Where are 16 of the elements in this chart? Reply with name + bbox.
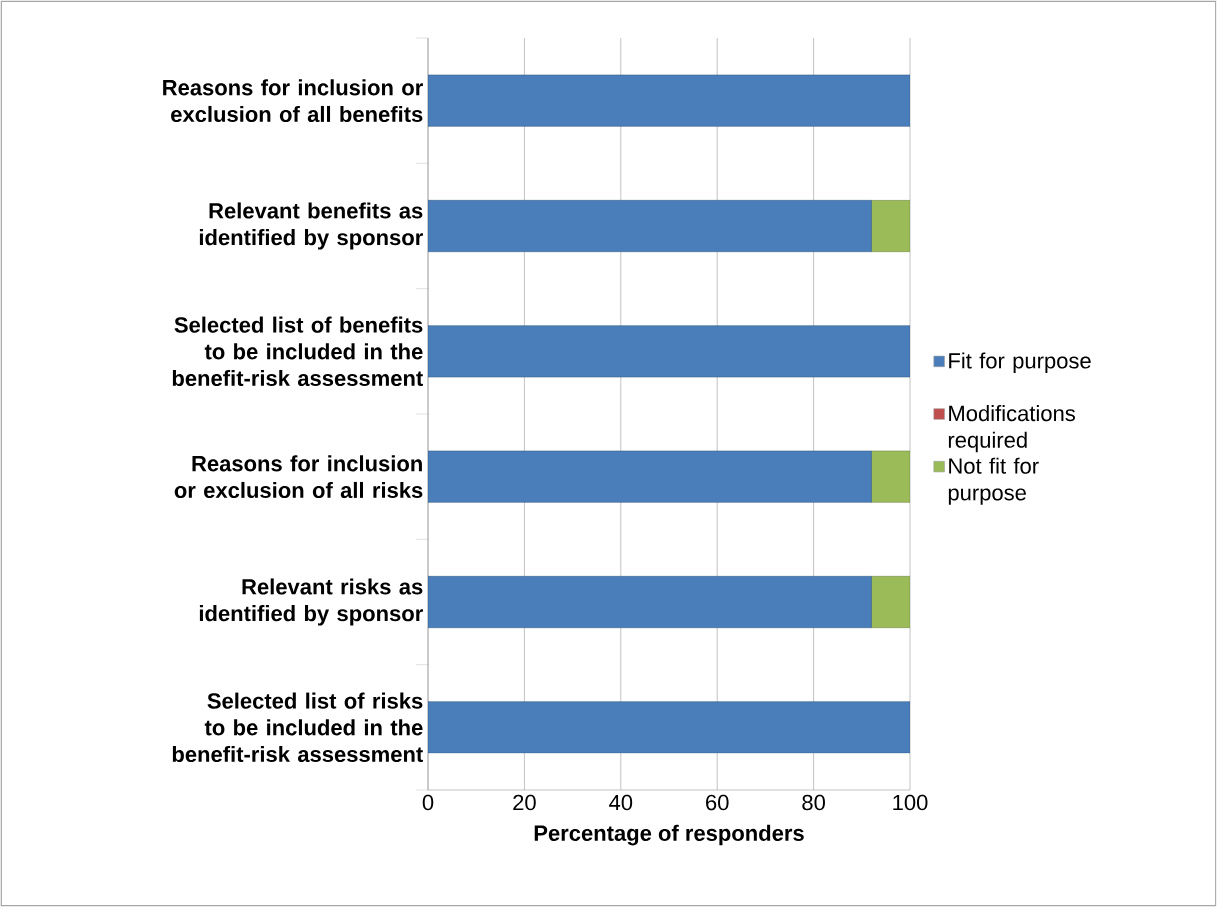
legend-label: Not fit for purpose	[948, 457, 1039, 505]
x-tick-label: 40	[609, 794, 633, 811]
y-tick-label: Relevant benefits as identified by sponsor	[199, 202, 423, 250]
y-tick-label: Reasons for inclusion or exclusion of all risks	[174, 455, 423, 499]
x-axis-title: Percentage of responders	[534, 824, 804, 846]
legend-label: Modifications required	[948, 405, 1075, 453]
y-tick-label: Selected list of benefits to be included in the benefit-risk assessment	[172, 316, 423, 387]
x-tick-label: 80	[802, 794, 825, 811]
y-tick-label: Selected list of risks to be included in the benefit-risk assessment	[172, 692, 423, 763]
x-tick-label: 60	[706, 794, 729, 811]
x-tick-label: 0	[422, 794, 434, 811]
x-tick-label: 20	[513, 794, 536, 811]
legend-label: Fit for purpose	[949, 352, 1091, 373]
x-tick-label: 100	[893, 794, 928, 811]
y-tick-label: Relevant risks as identified by sponsor	[199, 578, 423, 626]
y-tick-label: Reasons for inclusion or exclusion of all benefits	[163, 79, 423, 123]
